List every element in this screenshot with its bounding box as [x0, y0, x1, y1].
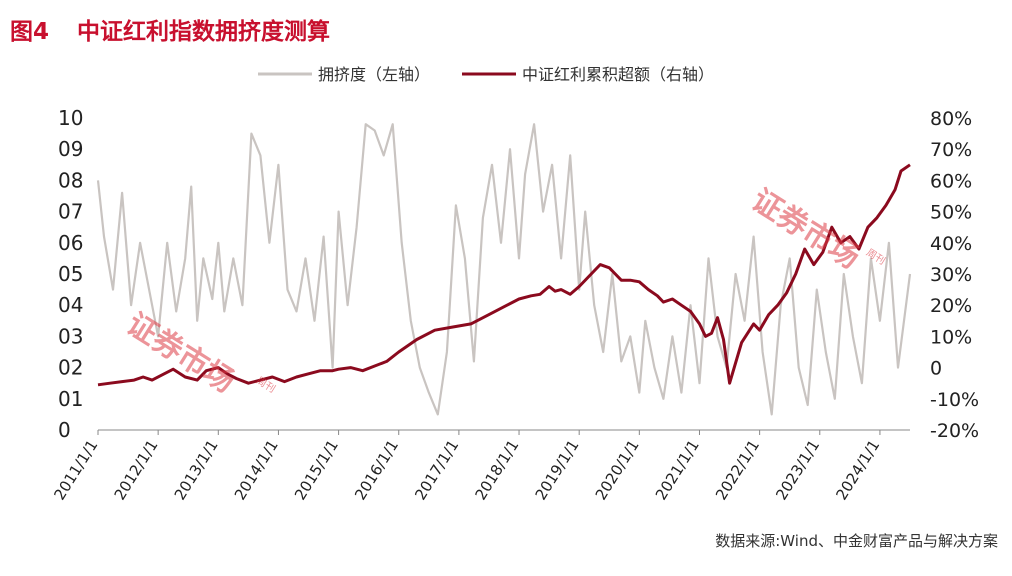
right-tick-label: 60%	[930, 170, 972, 192]
right-tick-label: 30%	[930, 264, 972, 286]
x-tick-label: 2017/1/1	[411, 437, 462, 504]
series-line-crowding	[96, 123, 912, 416]
x-tick-label: 2014/1/1	[231, 437, 282, 504]
legend: 拥挤度（左轴） 中证红利累积超额（右轴）	[258, 65, 714, 84]
legend-label-crowding: 拥挤度（左轴）	[318, 65, 430, 84]
x-tick-label: 2019/1/1	[532, 437, 583, 504]
right-tick-label: 50%	[930, 202, 972, 224]
left-axis: 0 01 02 03 04 05 06 07 08 09 10	[58, 106, 83, 442]
x-tick-label: 2013/1/1	[171, 437, 222, 504]
left-tick-label: 09	[58, 137, 83, 161]
left-tick-label: 0	[58, 418, 71, 442]
source-note: 数据来源:Wind、中金财富产品与解决方案	[715, 532, 998, 550]
right-tick-label: 80%	[930, 108, 972, 130]
left-tick-label: 02	[58, 356, 83, 380]
left-tick-label: 06	[58, 231, 83, 255]
x-tick-label: 2012/1/1	[111, 437, 162, 504]
left-tick-label: 03	[58, 324, 83, 348]
x-axis: 2011/1/1 2012/1/1 2013/1/1 2014/1/1 2015/1/1…	[50, 429, 910, 504]
left-tick-label: 08	[58, 168, 83, 192]
left-tick-label: 01	[58, 387, 83, 411]
x-tick-label: 2021/1/1	[652, 437, 703, 504]
left-tick-label: 10	[58, 106, 83, 130]
figure-label: 图4	[10, 19, 50, 45]
right-tick-label: 20%	[930, 295, 972, 317]
x-tick-label: 2011/1/1	[50, 437, 101, 504]
legend-label-excess: 中证红利累积超额（右轴）	[522, 65, 714, 84]
x-tick-label: 2020/1/1	[592, 437, 643, 504]
right-axis: -20% -10% 0 10% 20% 30% 40% 50% 60% 70% 80%	[930, 108, 979, 442]
right-tick-label: 40%	[930, 233, 972, 255]
left-tick-label: 07	[58, 200, 83, 224]
series-layer	[96, 123, 912, 416]
x-tick-label: 2018/1/1	[471, 437, 522, 504]
right-tick-label: -20%	[930, 420, 979, 442]
right-tick-label: 70%	[930, 139, 972, 161]
left-tick-label: 04	[58, 293, 83, 317]
x-tick-label: 2024/1/1	[832, 437, 883, 504]
x-tick-label: 2015/1/1	[291, 437, 342, 504]
figure-title-text: 中证红利指数拥挤度测算	[77, 19, 331, 45]
left-tick-label: 05	[58, 262, 83, 286]
right-tick-label: 0	[930, 358, 942, 380]
series-line-excess	[97, 163, 911, 387]
figure-title: 图4 中证红利指数拥挤度测算	[10, 12, 330, 46]
right-tick-label: 10%	[930, 326, 972, 348]
x-tick-label: 2022/1/1	[712, 437, 763, 504]
right-tick-label: -10%	[930, 389, 979, 411]
x-tick-label: 2023/1/1	[772, 437, 823, 504]
x-tick-label: 2016/1/1	[351, 437, 402, 504]
